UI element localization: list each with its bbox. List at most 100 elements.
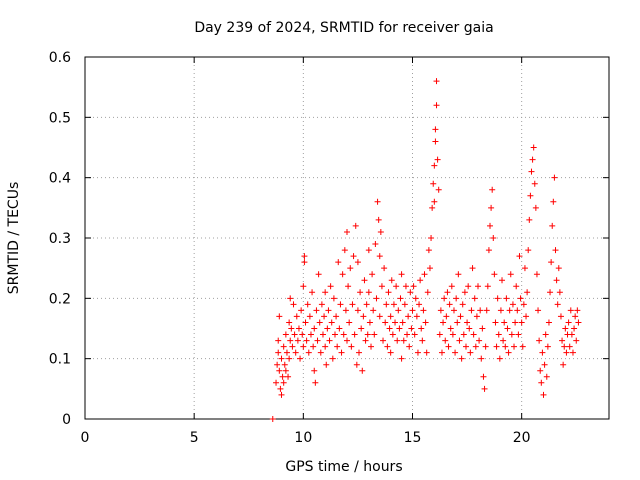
data-point bbox=[572, 313, 579, 320]
data-point bbox=[467, 349, 474, 356]
data-point bbox=[338, 349, 345, 356]
data-point bbox=[489, 186, 496, 193]
data-point bbox=[295, 325, 302, 332]
data-point bbox=[412, 295, 419, 302]
data-point bbox=[483, 307, 490, 314]
data-point bbox=[393, 283, 400, 290]
data-point bbox=[496, 355, 503, 362]
data-point bbox=[346, 319, 353, 326]
data-point bbox=[322, 343, 329, 350]
data-point bbox=[302, 319, 309, 326]
data-point bbox=[555, 265, 562, 272]
data-point bbox=[401, 301, 408, 308]
data-point bbox=[278, 391, 285, 398]
data-point bbox=[433, 102, 440, 109]
x-tick-label: 10 bbox=[294, 430, 312, 446]
data-point bbox=[358, 325, 365, 332]
data-point bbox=[523, 313, 530, 320]
data-point bbox=[378, 283, 385, 290]
data-point bbox=[287, 337, 294, 344]
data-point bbox=[278, 355, 285, 362]
data-point bbox=[428, 235, 435, 241]
data-point bbox=[364, 331, 371, 338]
data-point bbox=[448, 283, 455, 290]
data-point bbox=[311, 325, 318, 332]
data-point bbox=[525, 247, 532, 254]
data-point bbox=[387, 349, 394, 356]
data-point bbox=[495, 331, 502, 338]
data-point bbox=[446, 301, 453, 308]
data-point bbox=[354, 259, 361, 266]
data-point bbox=[297, 355, 304, 362]
data-point bbox=[475, 283, 481, 290]
data-point bbox=[503, 295, 510, 302]
data-point bbox=[526, 216, 533, 223]
data-point bbox=[532, 204, 539, 211]
data-point bbox=[395, 307, 402, 314]
data-point bbox=[517, 295, 524, 302]
data-point bbox=[404, 331, 411, 338]
data-point bbox=[333, 313, 340, 320]
data-point bbox=[566, 343, 573, 350]
data-point bbox=[374, 198, 381, 205]
data-point bbox=[561, 343, 568, 350]
data-point bbox=[342, 307, 349, 314]
data-point bbox=[504, 325, 511, 332]
data-point bbox=[372, 241, 379, 248]
data-point bbox=[388, 277, 395, 284]
data-point bbox=[410, 283, 417, 290]
data-point bbox=[524, 289, 531, 296]
data-point bbox=[362, 337, 369, 344]
data-point bbox=[490, 235, 497, 241]
data-point bbox=[389, 331, 396, 338]
data-point bbox=[288, 325, 295, 332]
y-tick-label: 0 bbox=[62, 412, 71, 428]
data-point bbox=[494, 295, 501, 302]
data-point bbox=[276, 313, 283, 320]
data-point bbox=[351, 331, 358, 338]
data-point bbox=[414, 349, 421, 356]
data-point bbox=[511, 343, 518, 350]
data-point bbox=[462, 343, 469, 350]
data-point bbox=[464, 319, 471, 326]
data-point bbox=[471, 295, 478, 302]
data-point bbox=[513, 283, 520, 290]
y-tick-label: 0.2 bbox=[49, 291, 71, 307]
data-point bbox=[330, 295, 337, 302]
data-point bbox=[456, 337, 463, 344]
data-point bbox=[381, 265, 388, 272]
data-point bbox=[436, 331, 443, 338]
data-point bbox=[279, 373, 286, 380]
data-point bbox=[502, 343, 509, 350]
data-point bbox=[562, 325, 569, 332]
data-point bbox=[301, 253, 308, 260]
data-point bbox=[303, 337, 310, 344]
data-point bbox=[574, 307, 581, 314]
y-tick-labels: 0 0.1 0.2 0.3 0.4 0.5 0.6 bbox=[49, 50, 71, 428]
data-point bbox=[478, 355, 485, 362]
data-point bbox=[531, 180, 538, 187]
data-point bbox=[536, 337, 543, 344]
data-point bbox=[529, 156, 536, 163]
data-point bbox=[554, 301, 561, 308]
data-point bbox=[316, 319, 323, 326]
data-point bbox=[354, 307, 361, 314]
data-point bbox=[309, 289, 316, 296]
data-point bbox=[424, 289, 431, 296]
data-point bbox=[575, 319, 582, 326]
data-point bbox=[573, 337, 580, 344]
data-point bbox=[307, 331, 314, 338]
data-point bbox=[567, 307, 574, 314]
data-point bbox=[545, 319, 552, 326]
data-point bbox=[292, 349, 299, 356]
data-point bbox=[479, 325, 486, 332]
grid-lines bbox=[85, 57, 609, 419]
data-point bbox=[560, 361, 567, 368]
data-point bbox=[484, 283, 491, 290]
data-point bbox=[398, 355, 405, 362]
data-point bbox=[277, 385, 284, 392]
data-point bbox=[387, 313, 394, 320]
data-point bbox=[336, 325, 343, 332]
data-point bbox=[459, 301, 466, 308]
data-point bbox=[423, 349, 430, 356]
